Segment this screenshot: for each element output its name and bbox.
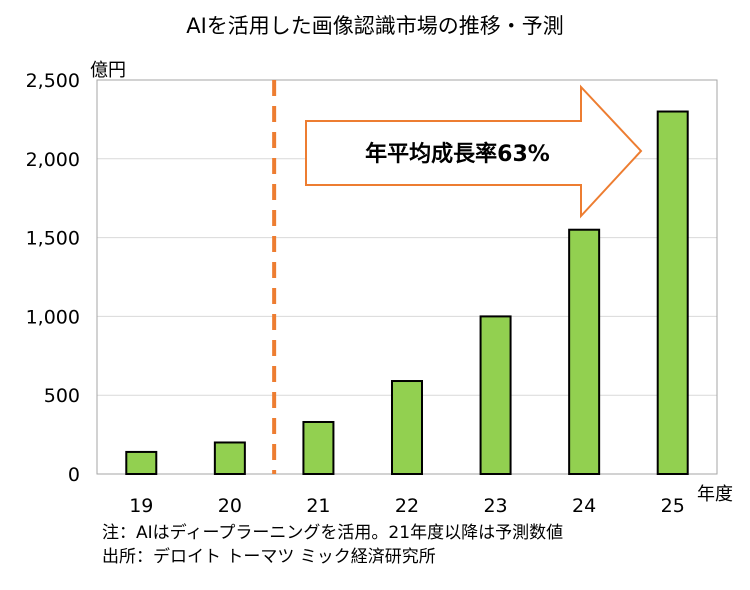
x-tick-label: 20 [218,495,242,517]
bar-25 [656,110,689,476]
chart-title: AIを活用した画像認識市場の推移・予測 [186,14,564,38]
y-axis-unit-label: 億円 [90,60,126,81]
y-tick-label: 1,000 [26,306,80,328]
x-tick-label: 22 [395,495,419,517]
y-tick-label: 500 [44,385,80,407]
x-tick-label: 23 [483,495,507,517]
bars [125,110,689,476]
x-axis-ticks: 19 20 21 22 23 24 25 [129,495,685,517]
y-tick-label: 0 [68,464,80,486]
x-axis-unit-label: 年度 [697,484,733,505]
x-tick-label: 21 [306,495,330,517]
y-axis-ticks: 0 500 1,000 1,500 2,000 2,500 [26,70,80,486]
source-line: 出所：デロイト トーマツ ミック経済研究所 [102,547,436,567]
y-tick-label: 2,000 [26,149,80,171]
bar-22 [391,380,423,475]
bar-21 [302,420,335,476]
bar-24 [568,228,601,475]
y-tick-label: 2,500 [26,70,80,92]
y-tick-label: 1,500 [26,228,80,250]
grid-lines [97,158,717,396]
x-tick-label: 19 [129,495,153,517]
bar-20 [213,441,246,476]
bar-19 [125,450,158,476]
note-line: 注：AIはディープラーニングを活用。21年度以降は予測数値 [102,523,564,543]
bar-23 [479,315,512,475]
growth-rate-annotation: 年平均成長率63% [365,141,550,167]
x-tick-label: 24 [572,495,596,517]
x-tick-label: 25 [661,495,685,517]
growth-arrow [305,84,643,219]
